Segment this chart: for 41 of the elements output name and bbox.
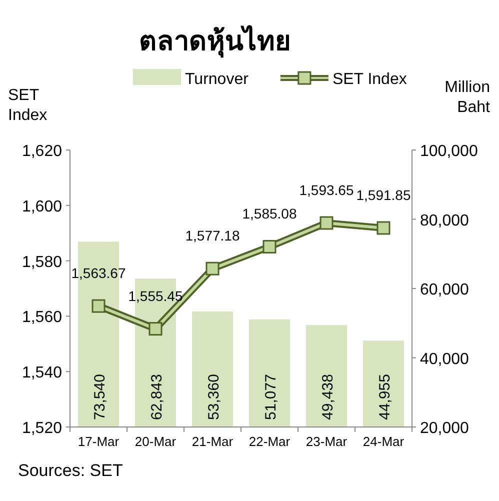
x-tick-label: 22-Mar xyxy=(248,434,291,449)
y-axis-title: SET Index xyxy=(8,87,48,124)
y2-tick-label: 20,000 xyxy=(420,420,470,437)
data-label: 51,077 xyxy=(262,374,280,420)
data-label: 53,360 xyxy=(206,374,222,420)
y-tick-label: 1,600 xyxy=(22,198,62,216)
y-tick-label: 1,620 xyxy=(22,143,62,160)
point xyxy=(262,240,276,254)
data-label: 1,563.67 xyxy=(71,265,126,282)
data-label: 1,591.85 xyxy=(356,186,411,203)
y-tick-label: 1,540 xyxy=(22,364,62,382)
chart-title: ตลาดหุ้นไทย xyxy=(139,25,291,58)
y2-tick-label: 80,000 xyxy=(420,212,470,230)
data-label: 44,955 xyxy=(376,374,394,420)
source-note: Sources: SET xyxy=(18,461,123,480)
data-label: 49,438 xyxy=(320,374,336,420)
legend-label: Turnover xyxy=(185,71,250,88)
y2-axis-title: Million Baht xyxy=(444,79,491,116)
data-label: 1,585.08 xyxy=(242,206,297,222)
data-label: 1,577.18 xyxy=(185,228,240,244)
y-tick-label: 1,560 xyxy=(22,309,62,326)
point xyxy=(376,221,390,235)
legend-label: SET Index xyxy=(332,71,407,88)
x-tick-label: 21-Mar xyxy=(192,434,234,449)
data-label: 1,555.45 xyxy=(128,288,183,304)
y-tick-label: 1,520 xyxy=(22,420,62,437)
y2-tick-label: 40,000 xyxy=(420,350,470,368)
x-tick-label: 17-Mar xyxy=(78,434,120,449)
data-label: 73,540 xyxy=(92,374,108,420)
data-label: 62,843 xyxy=(148,374,166,420)
y2-tick-label: 60,000 xyxy=(420,282,470,298)
point xyxy=(92,299,106,313)
point xyxy=(206,262,220,276)
x-tick-label: 23-Mar xyxy=(306,434,348,449)
point xyxy=(148,322,162,336)
x-tick-label: 24-Mar xyxy=(362,434,405,449)
data-label: 1,593.65 xyxy=(299,182,354,198)
x-tick-label: 20-Mar xyxy=(134,434,177,449)
y-tick-label: 1,580 xyxy=(22,254,62,271)
point xyxy=(320,216,334,230)
y2-tick-label: 100,000 xyxy=(420,143,478,160)
